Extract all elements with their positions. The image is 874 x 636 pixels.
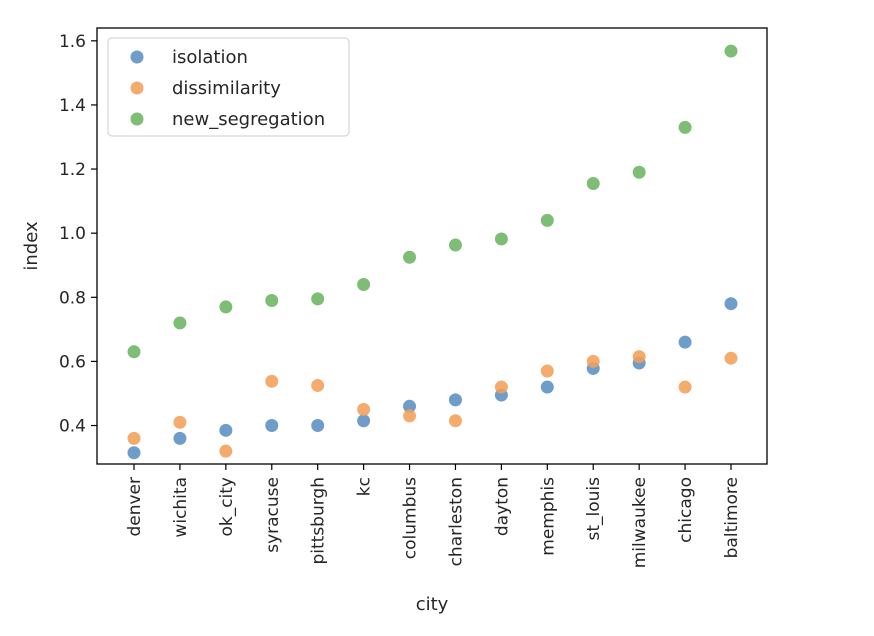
y-axis-label: index [21,221,42,271]
y-axis: 0.4 0.6 0.8 1.0 1.2 1.4 1.6 [59,32,97,437]
point-new_segregation-pittsburgh [311,292,325,306]
point-dissimilarity-wichita [173,415,187,429]
x-tick-label: columbus [401,477,421,559]
point-isolation-pittsburgh [311,419,325,433]
point-dissimilarity-dayton [494,380,508,394]
point-dissimilarity-memphis [540,364,554,378]
x-tick-label: denver [125,477,145,537]
legend-box [107,37,350,137]
legend-label-new_segregation: new_segregation [172,109,325,130]
y-tick-label: 1.6 [59,32,86,52]
point-new_segregation-st_louis [586,176,600,190]
point-dissimilarity-st_louis [586,354,600,368]
x-axis-label: city [416,594,449,615]
x-tick-label: milwaukee [630,477,650,568]
point-new_segregation-dayton [494,232,508,246]
point-new_segregation-chicago [678,120,692,134]
point-dissimilarity-syracuse [265,374,279,388]
point-dissimilarity-baltimore [724,351,738,365]
point-new_segregation-baltimore [724,44,738,58]
point-new_segregation-ok_city [219,300,233,314]
y-tick-label: 1.0 [59,224,86,244]
point-isolation-kc [357,414,371,428]
point-dissimilarity-columbus [403,409,417,423]
point-new_segregation-charleston [448,238,462,252]
point-dissimilarity-chicago [678,380,692,394]
point-new_segregation-syracuse [265,294,279,307]
data-points [127,44,738,460]
point-dissimilarity-ok_city [219,444,233,458]
x-tick-label: charleston [446,477,466,566]
x-tick-label: syracuse [263,477,283,553]
point-new_segregation-wichita [173,316,187,330]
point-isolation-syracuse [265,419,279,433]
point-new_segregation-denver [127,345,141,359]
point-dissimilarity-milwaukee [632,350,646,364]
y-tick-label: 0.6 [59,352,86,372]
x-tick-label: memphis [538,477,558,556]
point-isolation-baltimore [724,297,738,311]
point-isolation-denver [127,446,141,460]
point-isolation-columbus [403,399,417,413]
x-tick-label: baltimore [722,477,742,558]
point-isolation-wichita [173,431,187,445]
point-isolation-charleston [448,393,462,407]
legend-marker-dissimilarity [130,81,144,95]
point-isolation-memphis [540,380,554,394]
point-new_segregation-milwaukee [632,165,646,179]
point-isolation-chicago [678,335,692,349]
legend-label-isolation: isolation [172,47,248,68]
x-tick-label: dayton [492,477,512,536]
point-dissimilarity-pittsburgh [311,378,325,392]
x-axis: denver wichita ok_city syracuse pittsburgh kc… [125,464,742,568]
y-tick-label: 0.4 [59,417,86,437]
y-tick-label: 1.2 [59,160,86,180]
plot-area-frame [96,27,768,465]
x-tick-label: chicago [676,477,696,543]
legend: isolation dissimilarity new_segregation [107,37,350,137]
legend-marker-new_segregation [130,112,144,126]
x-tick-label: st_louis [584,477,604,541]
x-tick-label: ok_city [217,477,237,537]
y-tick-label: 1.4 [59,96,86,116]
point-new_segregation-memphis [540,213,554,227]
legend-marker-isolation [130,50,144,64]
x-tick-label: kc [355,477,375,496]
point-isolation-ok_city [219,423,233,437]
point-dissimilarity-charleston [448,414,462,428]
legend-label-dissimilarity: dissimilarity [172,78,281,99]
x-tick-label: pittsburgh [309,477,329,565]
point-dissimilarity-denver [127,431,141,445]
point-dissimilarity-kc [357,403,371,416]
y-tick-label: 0.8 [59,288,86,308]
point-new_segregation-kc [357,277,371,291]
point-new_segregation-columbus [403,250,417,264]
x-tick-label: wichita [171,477,191,538]
